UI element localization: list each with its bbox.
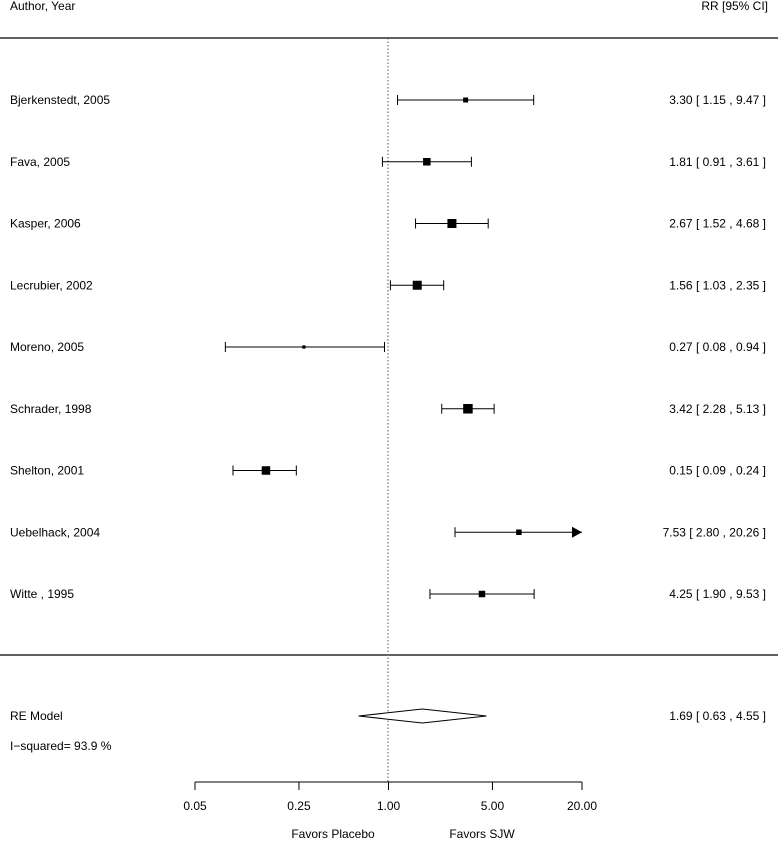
study-ci-text: 1.81 [ 0.91 , 3.61 ] bbox=[669, 155, 766, 169]
point-estimate bbox=[516, 529, 522, 535]
favors-right-label: Favors SJW bbox=[449, 827, 515, 841]
study-ci-text: 3.30 [ 1.15 , 9.47 ] bbox=[669, 93, 766, 107]
study-row: Kasper, 2006 2.67 [ 1.52 , 4.68 ] bbox=[10, 217, 766, 231]
x-tick-label: 0.25 bbox=[287, 799, 311, 813]
study-label: Shelton, 2001 bbox=[10, 464, 84, 478]
point-estimate bbox=[463, 404, 473, 414]
point-estimate bbox=[302, 345, 306, 349]
study-row: Shelton, 2001 0.15 [ 0.09 , 0.24 ] bbox=[10, 464, 766, 478]
study-ci-text: 7.53 [ 2.80 , 20.26 ] bbox=[663, 525, 766, 539]
x-tick-label: 1.00 bbox=[377, 799, 401, 813]
summary-diamond bbox=[358, 708, 487, 724]
study-row: Witte , 1995 4.25 [ 1.90 , 9.53 ] bbox=[10, 587, 766, 601]
study-ci-text: 0.27 [ 0.08 , 0.94 ] bbox=[669, 340, 766, 354]
study-label: Moreno, 2005 bbox=[10, 340, 84, 354]
study-label: Bjerkenstedt, 2005 bbox=[10, 93, 110, 107]
point-estimate bbox=[478, 590, 486, 598]
header-right: RR [95% CI] bbox=[701, 0, 768, 13]
point-estimate bbox=[463, 97, 469, 103]
study-ci-text: 0.15 [ 0.09 , 0.24 ] bbox=[669, 464, 766, 478]
study-ci-text: 3.42 [ 2.28 , 5.13 ] bbox=[669, 402, 766, 416]
favors-left-label: Favors Placebo bbox=[291, 827, 375, 841]
study-row: Schrader, 1998 3.42 [ 2.28 , 5.13 ] bbox=[10, 402, 766, 416]
x-tick-label: 5.00 bbox=[481, 799, 505, 813]
study-row: Lecrubier, 2002 1.56 [ 1.03 , 2.35 ] bbox=[10, 278, 766, 292]
study-label: Lecrubier, 2002 bbox=[10, 278, 93, 292]
ci-arrow bbox=[572, 526, 582, 538]
study-label: Kasper, 2006 bbox=[10, 217, 81, 231]
point-estimate bbox=[423, 158, 431, 166]
study-ci-text: 2.67 [ 1.52 , 4.68 ] bbox=[669, 217, 766, 231]
x-tick-label: 0.05 bbox=[183, 799, 207, 813]
study-label: Schrader, 1998 bbox=[10, 402, 92, 416]
heterogeneity-text: I−squared= 93.9 % bbox=[10, 739, 112, 753]
summary-ci-text: 1.69 [ 0.63 , 4.55 ] bbox=[669, 709, 766, 723]
study-row: Bjerkenstedt, 2005 3.30 [ 1.15 , 9.47 ] bbox=[10, 93, 766, 107]
study-ci-text: 4.25 [ 1.90 , 9.53 ] bbox=[669, 587, 766, 601]
study-row: Uebelhack, 2004 7.53 [ 2.80 , 20.26 ] bbox=[10, 525, 766, 539]
summary-label: RE Model bbox=[10, 709, 63, 723]
point-estimate bbox=[261, 466, 271, 475]
x-tick-label: 20.00 bbox=[567, 799, 597, 813]
study-label: Witte , 1995 bbox=[10, 587, 74, 601]
x-axis: 0.05 0.25 1.00 5.00 20.00 bbox=[183, 781, 597, 813]
study-row: Fava, 2005 1.81 [ 0.91 , 3.61 ] bbox=[10, 155, 766, 169]
point-estimate bbox=[447, 219, 457, 228]
study-ci-text: 1.56 [ 1.03 , 2.35 ] bbox=[669, 278, 766, 292]
header-left: Author, Year bbox=[10, 0, 75, 13]
study-label: Uebelhack, 2004 bbox=[10, 525, 100, 539]
point-estimate bbox=[412, 280, 422, 290]
study-rows: Bjerkenstedt, 2005 3.30 [ 1.15 , 9.47 ] Fa… bbox=[10, 93, 766, 601]
study-row: Moreno, 2005 0.27 [ 0.08 , 0.94 ] bbox=[10, 340, 766, 354]
study-label: Fava, 2005 bbox=[10, 155, 70, 169]
